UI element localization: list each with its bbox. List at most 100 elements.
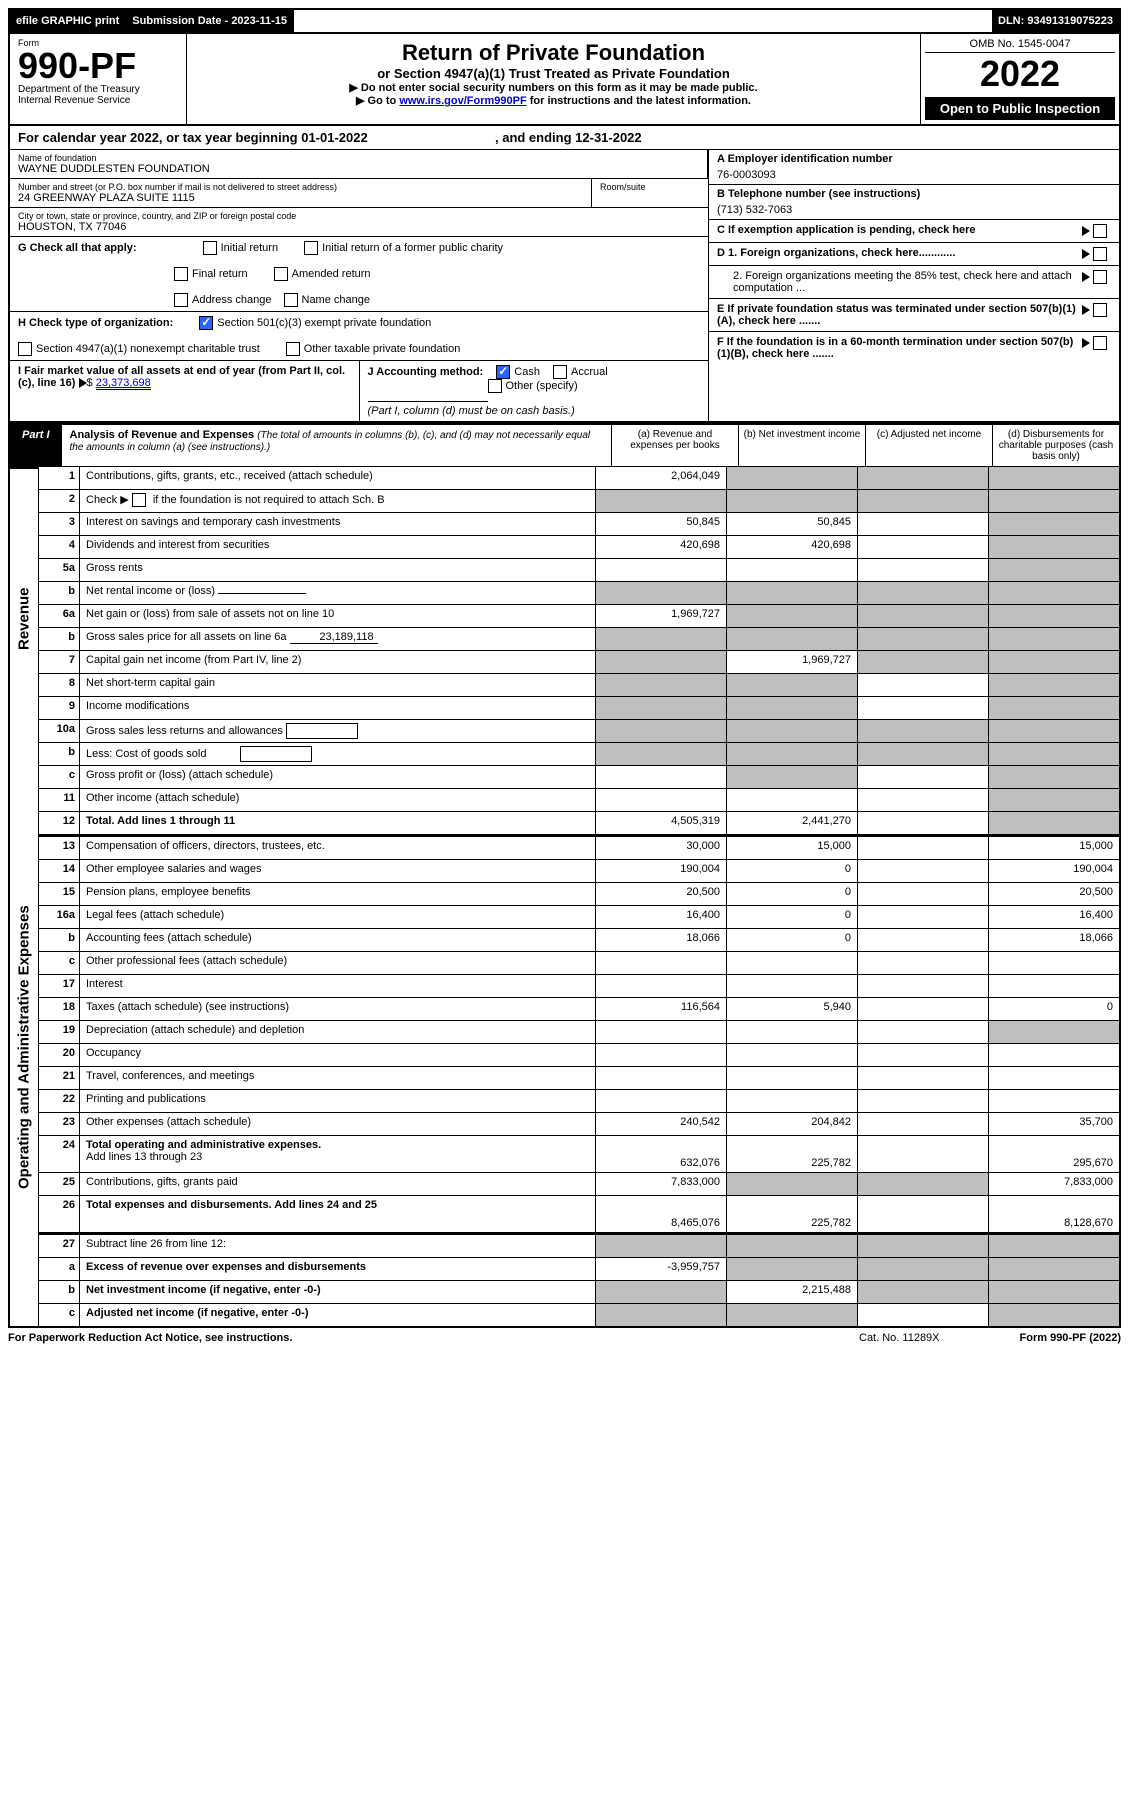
other-method-checkbox[interactable]: [488, 379, 502, 393]
val-d: [989, 1090, 1119, 1112]
line-desc: Gross rents: [80, 559, 596, 581]
line-desc: Subtract line 26 from line 12:: [80, 1235, 596, 1257]
val-b: [727, 1304, 858, 1326]
d1-checkbox[interactable]: [1093, 247, 1107, 261]
val-a: 18,066: [596, 929, 727, 951]
f-checkbox[interactable]: [1093, 336, 1107, 350]
val-b: [727, 490, 858, 512]
val-d: 8,128,670: [989, 1196, 1119, 1232]
accrual-checkbox[interactable]: [553, 365, 567, 379]
val-a: 240,542: [596, 1113, 727, 1135]
val-a: [596, 1067, 727, 1089]
line-no: 16a: [39, 906, 80, 928]
val-b: [727, 743, 858, 765]
line-no: 23: [39, 1113, 80, 1135]
other-taxable-checkbox[interactable]: [286, 342, 300, 356]
j-other: Other (specify): [506, 380, 578, 392]
val-a: [596, 720, 727, 742]
g-label: G Check all that apply:: [18, 242, 137, 254]
val-b: [727, 789, 858, 811]
val-d: [989, 789, 1119, 811]
line-desc: Excess of revenue over expenses and disb…: [80, 1258, 596, 1280]
val-d: 35,700: [989, 1113, 1119, 1135]
info-block: Name of foundation WAYNE DUDDLESTEN FOUN…: [8, 150, 1121, 423]
table-row: 4 Dividends and interest from securities…: [39, 536, 1119, 559]
instructions-link[interactable]: www.irs.gov/Form990PF: [399, 95, 526, 107]
name-change-checkbox[interactable]: [284, 293, 298, 307]
j-cash: Cash: [514, 366, 540, 378]
form-ref: Form 990-PF (2022): [1020, 1332, 1121, 1344]
r2-desc: Check ▶: [86, 494, 129, 506]
i-label: I Fair market value of all assets at end…: [18, 365, 345, 389]
line-no: 11: [39, 789, 80, 811]
table-row: b Net investment income (if negative, en…: [39, 1281, 1119, 1304]
gross-sales-price: 23,189,118: [290, 631, 378, 644]
instr-1: ▶ Do not enter social security numbers o…: [193, 81, 914, 94]
val-c: [858, 1281, 989, 1303]
val-a: [596, 766, 727, 788]
501c3-checkbox[interactable]: [199, 316, 213, 330]
line-no: 6a: [39, 605, 80, 627]
val-d: [989, 697, 1119, 719]
amended-return-checkbox[interactable]: [274, 267, 288, 281]
line-desc: Adjusted net income (if negative, enter …: [80, 1304, 596, 1326]
efile-print[interactable]: efile GRAPHIC print: [10, 10, 126, 32]
table-row: c Gross profit or (loss) (attach schedul…: [39, 766, 1119, 789]
line-desc: Less: Cost of goods sold: [80, 743, 596, 765]
line-desc: Dividends and interest from securities: [80, 536, 596, 558]
val-b: 225,782: [727, 1136, 858, 1172]
val-d: [989, 651, 1119, 673]
val-b: 2,441,270: [727, 812, 858, 834]
sch-b-checkbox[interactable]: [132, 493, 146, 507]
c-checkbox[interactable]: [1093, 224, 1107, 238]
phone: (713) 532-7063: [717, 204, 1111, 216]
j-note: (Part I, column (d) must be on cash basi…: [368, 405, 575, 417]
initial-public-checkbox[interactable]: [304, 241, 318, 255]
val-d: [989, 536, 1119, 558]
val-d: [989, 1044, 1119, 1066]
table-row: 19 Depreciation (attach schedule) and de…: [39, 1021, 1119, 1044]
val-a: 420,698: [596, 536, 727, 558]
val-b: [727, 674, 858, 696]
val-b: 0: [727, 929, 858, 951]
line-desc: Depreciation (attach schedule) and deple…: [80, 1021, 596, 1043]
val-c: [858, 720, 989, 742]
line-desc: Net gain or (loss) from sale of assets n…: [80, 605, 596, 627]
instr2-suffix: for instructions and the latest informat…: [527, 95, 751, 107]
line-desc: Contributions, gifts, grants paid: [80, 1173, 596, 1195]
initial-return-checkbox[interactable]: [203, 241, 217, 255]
d2-checkbox[interactable]: [1093, 270, 1107, 284]
val-b: [727, 559, 858, 581]
val-a: [596, 1235, 727, 1257]
final-return-checkbox[interactable]: [174, 267, 188, 281]
val-a: [596, 1304, 727, 1326]
val-b: [727, 582, 858, 604]
val-d: [989, 1304, 1119, 1326]
line-no: 22: [39, 1090, 80, 1112]
val-a: 7,833,000: [596, 1173, 727, 1195]
val-a: [596, 1281, 727, 1303]
val-c: [858, 467, 989, 489]
val-b: 0: [727, 883, 858, 905]
address-change-checkbox[interactable]: [174, 293, 188, 307]
val-b: [727, 1173, 858, 1195]
val-a: [596, 490, 727, 512]
name-label: Name of foundation: [18, 153, 699, 163]
e-checkbox[interactable]: [1093, 303, 1107, 317]
fair-market-value[interactable]: 23,373,698: [96, 377, 151, 390]
4947-checkbox[interactable]: [18, 342, 32, 356]
cash-checkbox[interactable]: [496, 365, 510, 379]
val-c: [858, 837, 989, 859]
table-row: 1 Contributions, gifts, grants, etc., re…: [39, 467, 1119, 490]
table-row: 7 Capital gain net income (from Part IV,…: [39, 651, 1119, 674]
val-d: 15,000: [989, 837, 1119, 859]
table-row: 12 Total. Add lines 1 through 11 4,505,3…: [39, 812, 1119, 835]
val-a: 50,845: [596, 513, 727, 535]
h-opt1: Section 501(c)(3) exempt private foundat…: [217, 317, 431, 329]
col-c-head: (c) Adjusted net income: [866, 425, 993, 466]
table-row: a Excess of revenue over expenses and di…: [39, 1258, 1119, 1281]
val-a: [596, 697, 727, 719]
line-desc: Travel, conferences, and meetings: [80, 1067, 596, 1089]
table-row: 18 Taxes (attach schedule) (see instruct…: [39, 998, 1119, 1021]
val-c: [858, 674, 989, 696]
